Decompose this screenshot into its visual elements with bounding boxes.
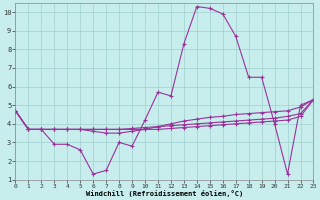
X-axis label: Windchill (Refroidissement éolien,°C): Windchill (Refroidissement éolien,°C): [86, 190, 243, 197]
